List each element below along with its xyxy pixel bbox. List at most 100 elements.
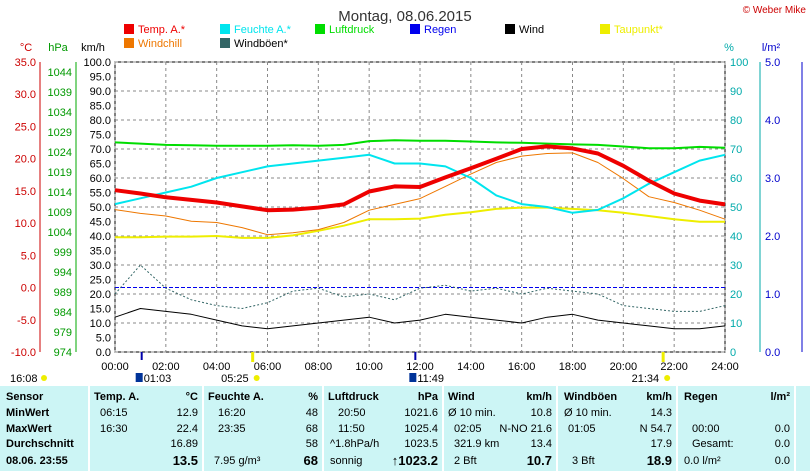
temp-tick-label: 5.0 bbox=[21, 250, 36, 262]
rain-tick-label: 0.0 bbox=[765, 347, 780, 359]
time-tick-label: 20:00 bbox=[610, 361, 638, 373]
wind-header: Wind bbox=[448, 391, 475, 403]
rain-tick-label: 1.0 bbox=[765, 289, 780, 301]
humidity-tick-label: 20 bbox=[730, 289, 742, 301]
pressure-tick-label: 989 bbox=[54, 287, 72, 299]
chart-series bbox=[114, 139, 726, 330]
wind-tick-label: 10.0 bbox=[90, 318, 111, 330]
stats-col-wind: Wind km/h Ø 10 min. 10.8 02:05 N-NO 21.6… bbox=[444, 386, 556, 471]
sunrise-label: 05:25 bbox=[221, 373, 249, 385]
legend-label: Regen bbox=[424, 24, 456, 36]
humidity-tick-label: 40 bbox=[730, 231, 742, 243]
wind-avg10-label: Ø 10 min. bbox=[448, 407, 496, 419]
moonset-label: 11:49 bbox=[417, 373, 444, 385]
time-tick-label: 16:00 bbox=[508, 361, 536, 373]
row-label-avg: Durchschnitt bbox=[6, 438, 74, 450]
copyright-label: © Weber Mike bbox=[743, 5, 807, 16]
gust-header: Windböen bbox=[564, 391, 618, 403]
humidity-tick-label: 60 bbox=[730, 173, 742, 185]
pressure-header: Luftdruck bbox=[328, 391, 379, 403]
pressure-tick-label: 1039 bbox=[48, 87, 72, 99]
pressure-axis-unit: hPa bbox=[48, 42, 68, 54]
rain-rate: 0.0 l/m² bbox=[684, 455, 721, 467]
temp-tick-label: 25.0 bbox=[15, 121, 36, 133]
wind-tick-label: 35.0 bbox=[90, 246, 111, 258]
wind-tick-label: 70.0 bbox=[90, 144, 111, 156]
time-tick-label: 00:00 bbox=[101, 361, 129, 373]
series-windchill bbox=[114, 152, 726, 236]
pressure-tick-label: 1044 bbox=[48, 67, 72, 79]
day-start-label: 16:08 bbox=[10, 373, 38, 385]
wind-tick-label: 5.0 bbox=[96, 333, 111, 345]
pressure-max-time: 11:50 bbox=[338, 423, 365, 435]
sun-moon-markers: 16:08 01:03 11:49 05:25 21:34 bbox=[10, 352, 671, 385]
pressure-min: 1021.6 bbox=[404, 407, 438, 419]
wind-axis-unit: km/h bbox=[81, 42, 105, 54]
rain-tick-label: 3.0 bbox=[765, 173, 780, 185]
humidity-avg: 58 bbox=[305, 438, 318, 450]
wind-max-time: 02:05 bbox=[454, 423, 482, 435]
gust-avg: 17.9 bbox=[650, 438, 672, 450]
temp-tick-label: 10.0 bbox=[15, 218, 36, 230]
pressure-tick-label: 1024 bbox=[48, 147, 72, 159]
gust-avg10: 14.3 bbox=[650, 407, 672, 419]
humidity-tick-label: 0 bbox=[730, 347, 736, 359]
wind-tick-label: 75.0 bbox=[90, 130, 111, 142]
wind-avg10: 10.8 bbox=[530, 407, 552, 419]
pressure-tick-label: 999 bbox=[54, 247, 72, 259]
temp-max: 22.4 bbox=[176, 423, 198, 435]
time-tick-label: 04:00 bbox=[203, 361, 231, 373]
chart-axes: °C hPa km/h% l/m² 35.0 30.0 25.0 20.0 15.0 10.0 5.… bbox=[11, 42, 803, 373]
humidity-tick-label: 10 bbox=[730, 318, 742, 330]
series-temp-a bbox=[114, 144, 726, 213]
wind-tick-label: 40.0 bbox=[90, 231, 111, 243]
row-label-max: MaxWert bbox=[6, 423, 52, 435]
legend-swatch bbox=[124, 38, 134, 48]
pressure-tick-label: 984 bbox=[54, 307, 72, 319]
wind-distance: 321.9 km bbox=[454, 438, 500, 450]
gust-current: 18.9 bbox=[646, 453, 672, 468]
wind-tick-label: 25.0 bbox=[90, 275, 111, 287]
wind-tick-label: 65.0 bbox=[90, 159, 111, 171]
row-label-current: 08.06. 23:55 bbox=[6, 455, 68, 467]
rain-axis-unit: l/m² bbox=[762, 42, 781, 54]
sun-icon bbox=[253, 375, 260, 381]
moon-icon bbox=[409, 373, 417, 382]
wind-tick-label: 95.0 bbox=[90, 72, 111, 84]
temp-tick-label: 30.0 bbox=[15, 89, 36, 101]
series-luftdruck bbox=[114, 139, 726, 150]
rain-tick-label: 5.0 bbox=[765, 57, 780, 69]
gust-unit: km/h bbox=[646, 391, 672, 403]
pressure-tick-label: 1034 bbox=[48, 107, 72, 119]
time-tick-label: 18:00 bbox=[559, 361, 587, 373]
rain-tick-label: 4.0 bbox=[765, 115, 780, 127]
humidity-min-time: 16:20 bbox=[218, 407, 246, 419]
humidity-max: 68 bbox=[305, 423, 318, 435]
legend-label: Windchill bbox=[138, 38, 182, 50]
temp-tick-label: -10.0 bbox=[11, 347, 36, 359]
time-tick-label: 14:00 bbox=[457, 361, 485, 373]
weather-chart: Montag, 08.06.2015 © Weber Mike Temp. A.… bbox=[10, 5, 807, 385]
wind-tick-label: 80.0 bbox=[90, 115, 111, 127]
pressure-tick-label: 1009 bbox=[48, 207, 72, 219]
humidity-tick-label: 30 bbox=[730, 260, 742, 272]
gust-max-time: 01:05 bbox=[568, 423, 596, 435]
rain-unit: l/m² bbox=[770, 391, 790, 403]
pressure-tick-label: 1029 bbox=[48, 127, 72, 139]
humidity-tick-label: 70 bbox=[730, 144, 742, 156]
stats-col-humidity: Feuchte A. % 16:20 48 23:35 68 58 7.95 g… bbox=[204, 386, 322, 471]
legend-swatch bbox=[315, 24, 325, 34]
humidity-unit: % bbox=[308, 391, 318, 403]
wind-tick-label: 45.0 bbox=[90, 217, 111, 229]
wind-tick-label: 30.0 bbox=[90, 260, 111, 272]
temp-tick-label: -5.0 bbox=[17, 315, 36, 327]
humidity-absolute: 7.95 g/m³ bbox=[214, 455, 261, 467]
gust-avg10-label: Ø 10 min. bbox=[564, 407, 612, 419]
pressure-avg: 1023.5 bbox=[404, 438, 438, 450]
pressure-max: 1025.4 bbox=[404, 423, 438, 435]
legend-swatch bbox=[505, 24, 515, 34]
stats-col-rain: Regen l/m² 00:00 0.0 Gesamt: 0.0 0.0 l/m… bbox=[678, 386, 794, 471]
rain-max: 0.0 bbox=[774, 423, 790, 435]
wind-unit: km/h bbox=[526, 391, 552, 403]
time-tick-label: 24:00 bbox=[711, 361, 739, 373]
